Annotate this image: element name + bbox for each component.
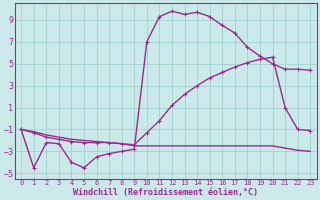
- X-axis label: Windchill (Refroidissement éolien,°C): Windchill (Refroidissement éolien,°C): [73, 188, 258, 197]
